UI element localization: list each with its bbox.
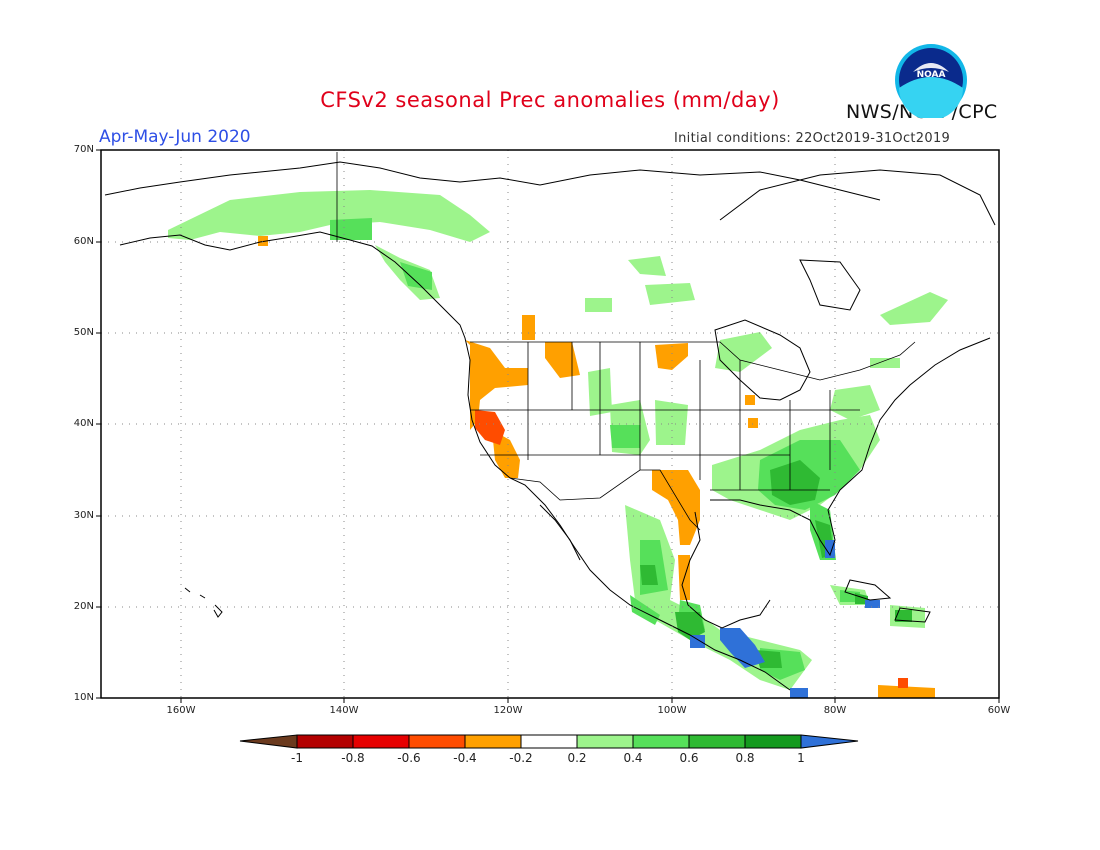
lat-label-60n: 60N [73,236,94,247]
colorbar-label-neg06: -0.6 [397,751,421,765]
colorbar-swatch-3 [408,734,466,749]
colorbar-label-neg02: -0.2 [509,751,533,765]
noaa-logo: NOAA [895,44,967,118]
colorbar-swatch-1 [296,734,354,749]
lat-label-10n: 10N [73,692,94,703]
lat-label-30n: 30N [73,510,94,521]
colorbar-swatch-2 [352,734,410,749]
map-title: CFSv2 seasonal Prec anomalies (mm/day) [320,88,780,112]
lat-label-20n: 20N [73,601,94,612]
colorbar-swatch-9 [744,734,802,749]
lon-label-120w: 120W [493,705,523,716]
colorbar-label-neg1: -1 [291,751,303,765]
map-grid [101,150,999,698]
strong-dry-anomaly-areas [475,410,908,688]
colorbar-swatch-8 [688,734,746,749]
colorbar-swatch-4 [464,734,522,749]
political-borders [336,152,916,531]
colorbar-swatch-0 [239,734,298,749]
colorbar-swatch-7 [632,734,690,749]
colorbar-label-04: 0.4 [623,751,643,765]
dry-anomaly-areas [258,236,935,698]
initial-conditions-label: Initial conditions: 22Oct2019-31Oct2019 [674,131,951,146]
colorbar-label-neg08: -0.8 [341,751,365,765]
coastlines [104,161,996,691]
axis-ticks [96,149,1000,703]
lon-label-160w: 160W [166,705,196,716]
colorbar [239,734,859,749]
strong-wet-anomaly-areas [640,460,912,668]
colorbar-label-02: 0.2 [567,751,587,765]
very-wet-anomaly-areas [690,540,880,698]
lon-label-60w: 60W [987,705,1011,716]
colorbar-label-08: 0.8 [735,751,755,765]
noaa-logo-text: NOAA [917,70,946,80]
colorbar-label-neg04: -0.4 [453,751,477,765]
lat-label-70n: 70N [73,144,94,155]
colorbar-swatch-10 [800,734,859,749]
colorbar-swatch-6 [576,734,634,749]
lon-label-140w: 140W [329,705,359,716]
lat-label-40n: 40N [73,418,94,429]
lat-label-50n: 50N [73,327,94,338]
season-label: Apr-May-Jun 2020 [99,127,251,147]
colorbar-label-1: 1 [797,751,805,765]
lon-label-100w: 100W [657,705,687,716]
colorbar-swatch-5 [520,734,578,749]
colorbar-label-06: 0.6 [679,751,699,765]
lon-label-80w: 80W [823,705,847,716]
